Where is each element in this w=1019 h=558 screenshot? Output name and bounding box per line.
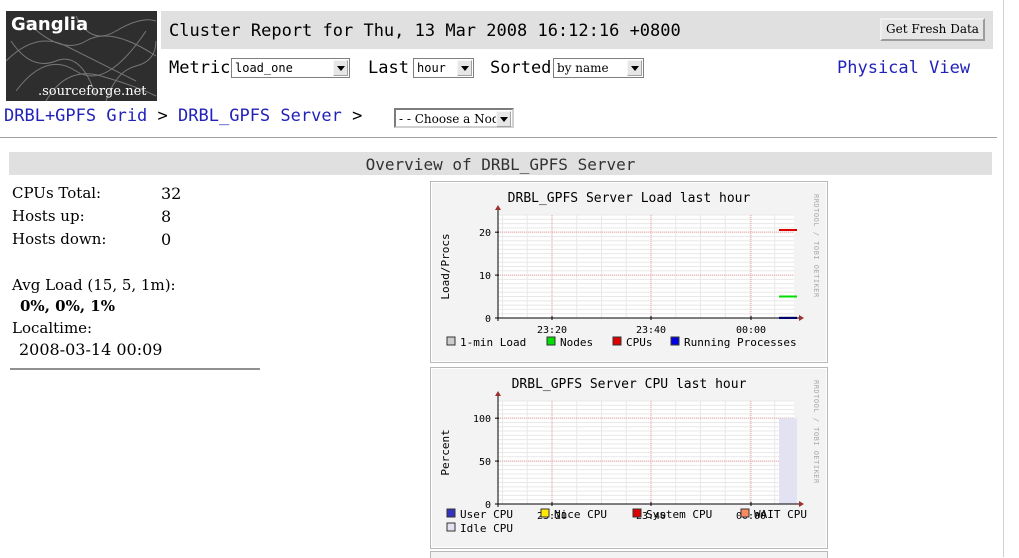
overview-title: Overview of DRBL_GPFS Server bbox=[365, 155, 636, 174]
chart-title: DRBL_GPFS Server CPU last hour bbox=[512, 377, 747, 392]
y-tick-label: 0 bbox=[485, 500, 491, 511]
y-tick-label: 50 bbox=[479, 457, 491, 468]
metric-label: Metric bbox=[169, 58, 231, 78]
localtime-label: Localtime: bbox=[12, 319, 93, 337]
sort-select-value: by name bbox=[557, 61, 609, 75]
legend-swatch bbox=[612, 336, 622, 346]
breadcrumb-separator: > bbox=[352, 106, 363, 126]
localtime-value: 2008-03-14 00:09 bbox=[19, 340, 163, 359]
legend-swatch bbox=[670, 336, 680, 346]
legend-label: CPUs bbox=[626, 336, 653, 349]
chevron-down-icon bbox=[496, 111, 511, 127]
metric-select[interactable]: load_one bbox=[231, 58, 350, 78]
legend-swatch bbox=[446, 336, 456, 346]
breadcrumb-grid-link[interactable]: DRBL+GPFS Grid bbox=[4, 106, 148, 126]
logo-title: Ganglia bbox=[11, 14, 89, 35]
sort-select[interactable]: by name bbox=[553, 58, 644, 78]
rrdtool-watermark: RRDTOOL / TOBI OETIKER bbox=[812, 194, 820, 298]
hosts-up-value: 8 bbox=[161, 207, 172, 226]
get-fresh-data-button[interactable]: Get Fresh Data bbox=[880, 18, 985, 41]
cpus-total-label: CPUs Total: bbox=[12, 184, 102, 202]
last-label: Last bbox=[368, 58, 409, 78]
avg-load-value: 0%, 0%, 1% bbox=[20, 297, 115, 315]
legend-label: Idle CPU bbox=[460, 522, 513, 535]
y-axis-arrow bbox=[495, 391, 501, 396]
divider bbox=[0, 137, 997, 138]
x-tick-label: 23:20 bbox=[537, 325, 567, 336]
physical-view-link[interactable]: Physical View bbox=[837, 58, 971, 78]
series-area bbox=[779, 418, 797, 504]
hosts-down-label: Hosts down: bbox=[12, 230, 107, 248]
metric-select-value: load_one bbox=[235, 61, 293, 75]
load-graph-svg: DRBL_GPFS Server Load last hour 0 10 20 23:2… bbox=[439, 191, 820, 349]
chevron-down-icon bbox=[457, 60, 472, 76]
chart-title: DRBL_GPFS Server Load last hour bbox=[508, 191, 751, 206]
x-tick-label: 00:00 bbox=[736, 325, 766, 336]
breadcrumb-separator: > bbox=[157, 106, 168, 126]
report-title: Cluster Report for Thu, 13 Mar 2008 16:1… bbox=[169, 21, 681, 41]
legend-label: WAIT CPU bbox=[754, 508, 807, 521]
legend-label: User CPU bbox=[460, 508, 513, 521]
sorted-label: Sorted bbox=[490, 58, 552, 78]
y-axis-label: Load/Procs bbox=[439, 233, 452, 299]
next-graph-panel bbox=[430, 551, 828, 558]
x-axis-arrow bbox=[799, 501, 804, 507]
avg-load-label: Avg Load (15, 5, 1m): bbox=[12, 276, 176, 294]
legend-label: Nice CPU bbox=[554, 508, 607, 521]
logo-texture bbox=[6, 15, 157, 101]
legend-label: Nodes bbox=[560, 336, 593, 349]
y-tick-label: 0 bbox=[485, 314, 491, 325]
x-tick-label: 00:00 bbox=[736, 511, 766, 522]
cpu-graph[interactable]: DRBL_GPFS Server CPU last hour 0 50 100 23:2… bbox=[430, 367, 828, 549]
legend-label: Running Processes bbox=[684, 336, 797, 349]
legend-swatch bbox=[632, 508, 642, 518]
rrdtool-watermark: RRDTOOL / TOBI OETIKER bbox=[812, 380, 820, 484]
legend-swatch bbox=[446, 522, 456, 532]
vertical-scrollbar[interactable] bbox=[1003, 0, 1019, 557]
breadcrumb-cluster-link[interactable]: DRBL_GPFS Server bbox=[178, 106, 342, 126]
ganglia-logo[interactable]: Ganglia .sourceforge.net bbox=[6, 11, 157, 101]
chevron-down-icon bbox=[627, 60, 642, 76]
logo-subtitle: .sourceforge.net bbox=[38, 84, 147, 99]
overview-header: Overview of DRBL_GPFS Server bbox=[9, 152, 992, 175]
legend-swatch bbox=[540, 508, 550, 518]
node-select[interactable]: - - Choose a Node bbox=[394, 108, 514, 128]
divider bbox=[10, 368, 260, 370]
chevron-down-icon bbox=[333, 60, 348, 76]
legend-label: System CPU bbox=[646, 508, 712, 521]
legend-label: 1-min Load bbox=[460, 336, 526, 349]
hosts-up-label: Hosts up: bbox=[12, 207, 85, 225]
load-graph[interactable]: DRBL_GPFS Server Load last hour 0 10 20 23:2… bbox=[430, 181, 828, 363]
y-axis-arrow bbox=[495, 205, 501, 210]
x-axis-arrow bbox=[799, 315, 804, 321]
x-tick-label: 23:40 bbox=[636, 325, 666, 336]
cpus-total-value: 32 bbox=[161, 184, 182, 203]
node-select-value: - - Choose a Node bbox=[399, 112, 507, 126]
x-tick-label: 23:20 bbox=[537, 511, 567, 522]
legend-swatch bbox=[546, 336, 556, 346]
legend-swatch bbox=[740, 508, 750, 518]
y-tick-label: 20 bbox=[479, 228, 491, 239]
hosts-down-value: 0 bbox=[161, 230, 172, 249]
legend-swatch bbox=[446, 508, 456, 518]
x-tick-label: 23:40 bbox=[636, 511, 666, 522]
breadcrumb: DRBL+GPFS Grid > DRBL_GPFS Server > bbox=[4, 106, 362, 126]
range-select[interactable]: hour bbox=[413, 58, 474, 78]
y-tick-label: 100 bbox=[473, 414, 491, 425]
cpu-graph-svg: DRBL_GPFS Server CPU last hour 0 50 100 23:2… bbox=[439, 377, 820, 535]
header-bar: Cluster Report for Thu, 13 Mar 2008 16:1… bbox=[161, 11, 993, 49]
y-tick-label: 10 bbox=[479, 271, 491, 282]
range-select-value: hour bbox=[417, 61, 446, 75]
y-axis-label: Percent bbox=[439, 429, 452, 475]
